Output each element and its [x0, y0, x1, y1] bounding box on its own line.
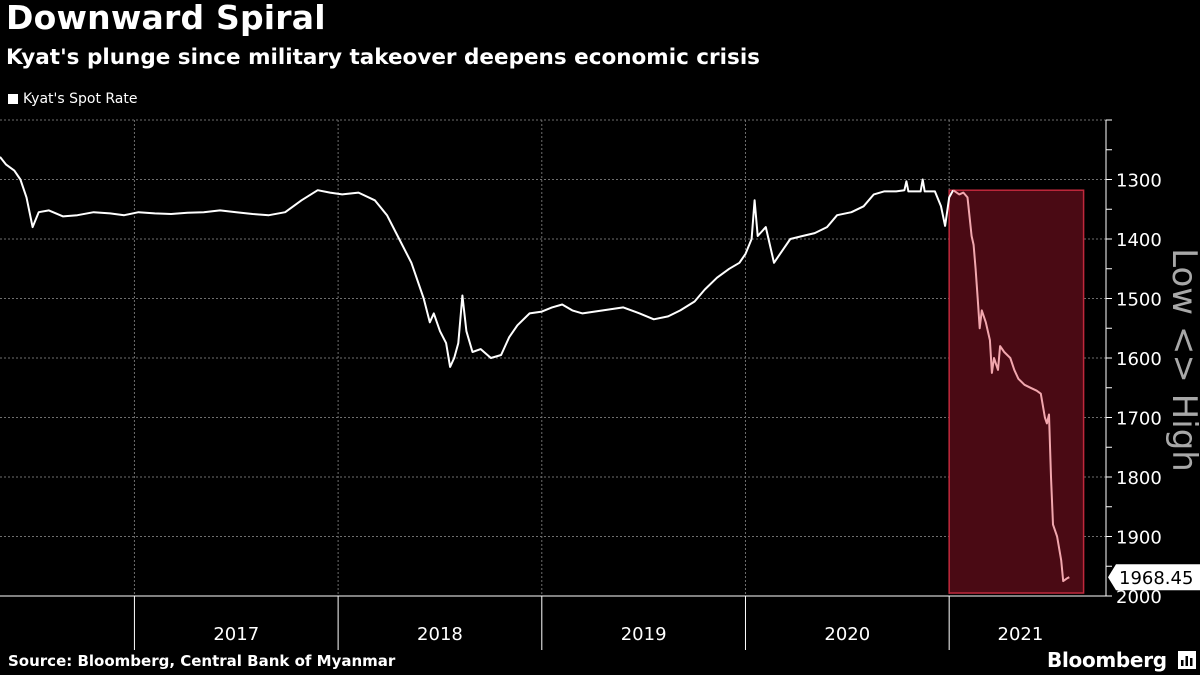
brand-logo: Bloomberg	[1047, 648, 1167, 672]
y-tick-label: 1800	[1116, 468, 1162, 489]
y-axis-title: Low <> High	[1164, 248, 1200, 472]
chart-subtitle: Kyat's plunge since military takeover de…	[6, 45, 760, 70]
y-tick-label: 1500	[1116, 290, 1162, 311]
highlight-region	[948, 189, 1085, 594]
legend: Kyat's Spot Rate	[8, 91, 138, 107]
y-tick-label: 1900	[1116, 528, 1162, 549]
x-tick-label: 2018	[417, 624, 463, 645]
series-line-1	[0, 156, 955, 368]
y-tick-label: 2000	[1116, 587, 1162, 608]
y-tick-label: 1300	[1116, 171, 1162, 192]
x-tick-label: 2021	[998, 624, 1044, 645]
legend-label: Kyat's Spot Rate	[23, 91, 138, 107]
source-note: Source: Bloomberg, Central Bank of Myanm…	[8, 652, 396, 670]
x-tick-label: 2017	[213, 624, 259, 645]
chart-title: Downward Spiral	[6, 0, 326, 37]
chart-icon	[1178, 651, 1196, 669]
legend-swatch	[8, 94, 18, 104]
last-value-label: 1968.45	[1119, 568, 1193, 589]
x-tick-label: 2020	[824, 624, 870, 645]
y-tick-label: 1600	[1116, 349, 1162, 370]
y-tick-label: 1700	[1116, 409, 1162, 430]
y-tick-label: 1400	[1116, 230, 1162, 251]
last-value-callout	[1108, 564, 1200, 591]
x-tick-label: 2019	[621, 624, 667, 645]
series-line-2	[952, 189, 1070, 583]
